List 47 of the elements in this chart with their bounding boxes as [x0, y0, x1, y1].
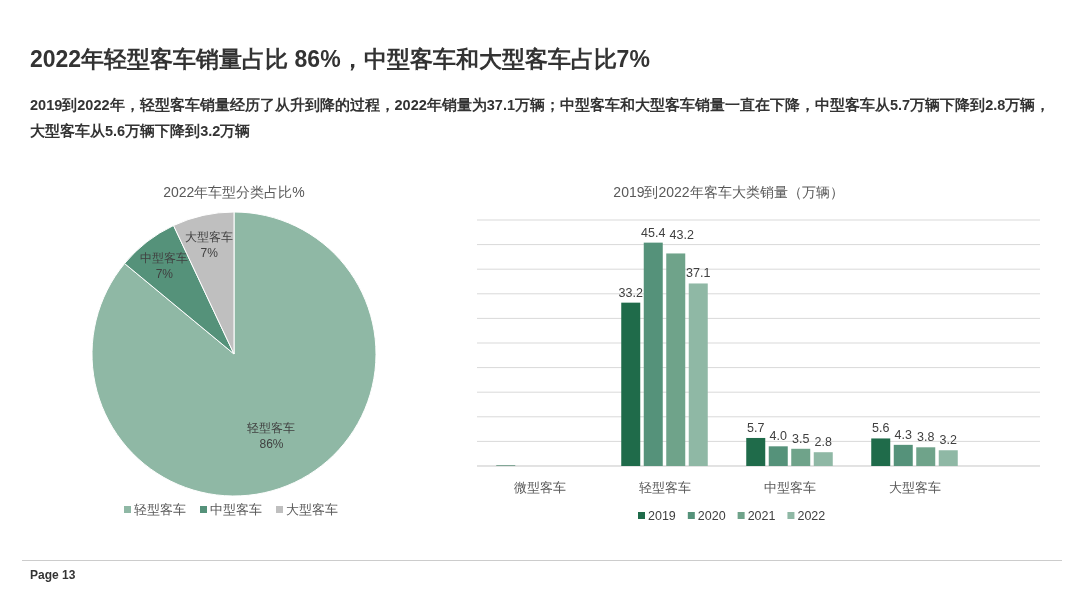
slice-label: 轻型客车: [247, 420, 296, 435]
slice-label: 大型客车: [185, 230, 234, 245]
chart-title: 2022年车型分类占比%: [163, 184, 305, 200]
data-label: 3.5: [792, 431, 810, 446]
text: 2022年轻型客车销量占比 86%，中型客车和大型客车占比7%: [30, 45, 650, 74]
text: Page 13: [30, 568, 76, 582]
data-label: 37.1: [686, 266, 711, 281]
bar: [666, 253, 686, 466]
legend-label: 轻型客车: [134, 502, 186, 517]
x-tick-label: 中型客车: [763, 480, 816, 495]
bar: [893, 444, 913, 466]
bar: [621, 302, 641, 466]
data-label: 5.7: [747, 420, 765, 435]
data-label: 86%: [259, 436, 284, 451]
text: 2019到2022年，轻型客车销量经历了从升到降的过程，2022年销量为37.1万辆；中型客车和大型客车销量一直在下降，中型客车从5.7万辆下降到2.8万辆，大型客车从5.6万辆下降到3.2万辆: [30, 96, 1052, 141]
data-label: 33.2: [618, 285, 643, 300]
x-tick-label: 大型客车: [888, 480, 941, 495]
data-label: 45.4: [641, 225, 666, 240]
bar: [746, 437, 766, 466]
x-tick-label: 微型客车: [513, 480, 566, 495]
bar: [813, 452, 833, 466]
legend-label: 中型客车: [210, 502, 262, 517]
data-label: 3.8: [917, 430, 935, 445]
pie-slice: [91, 211, 377, 497]
bar: [938, 450, 958, 466]
x-tick-label: 轻型客车: [638, 480, 691, 495]
data-label: 4.3: [894, 427, 912, 442]
legend-label: 2022: [797, 509, 826, 523]
data-label: 7%: [200, 246, 219, 261]
bar: [643, 242, 663, 466]
bar: [791, 448, 811, 466]
chart-title: 2019到2022年客车大类销量（万辆）: [613, 184, 844, 200]
bar: [768, 446, 788, 466]
legend-label: 2021: [747, 509, 776, 523]
slice-label: 中型客车: [140, 251, 189, 266]
legend-label: 2019: [648, 509, 676, 523]
data-label: 3.2: [939, 433, 957, 448]
data-label: 5.6: [872, 421, 890, 436]
data-label: 4.0: [769, 429, 787, 444]
bar: [916, 447, 936, 466]
data-label: 43.2: [669, 228, 694, 243]
bar: [688, 283, 708, 466]
legend-label: 2020: [697, 509, 726, 523]
bar: [871, 438, 891, 466]
data-label: 2.8: [814, 435, 832, 450]
legend-label: 大型客车: [286, 502, 338, 517]
data-label: 7%: [155, 267, 174, 282]
